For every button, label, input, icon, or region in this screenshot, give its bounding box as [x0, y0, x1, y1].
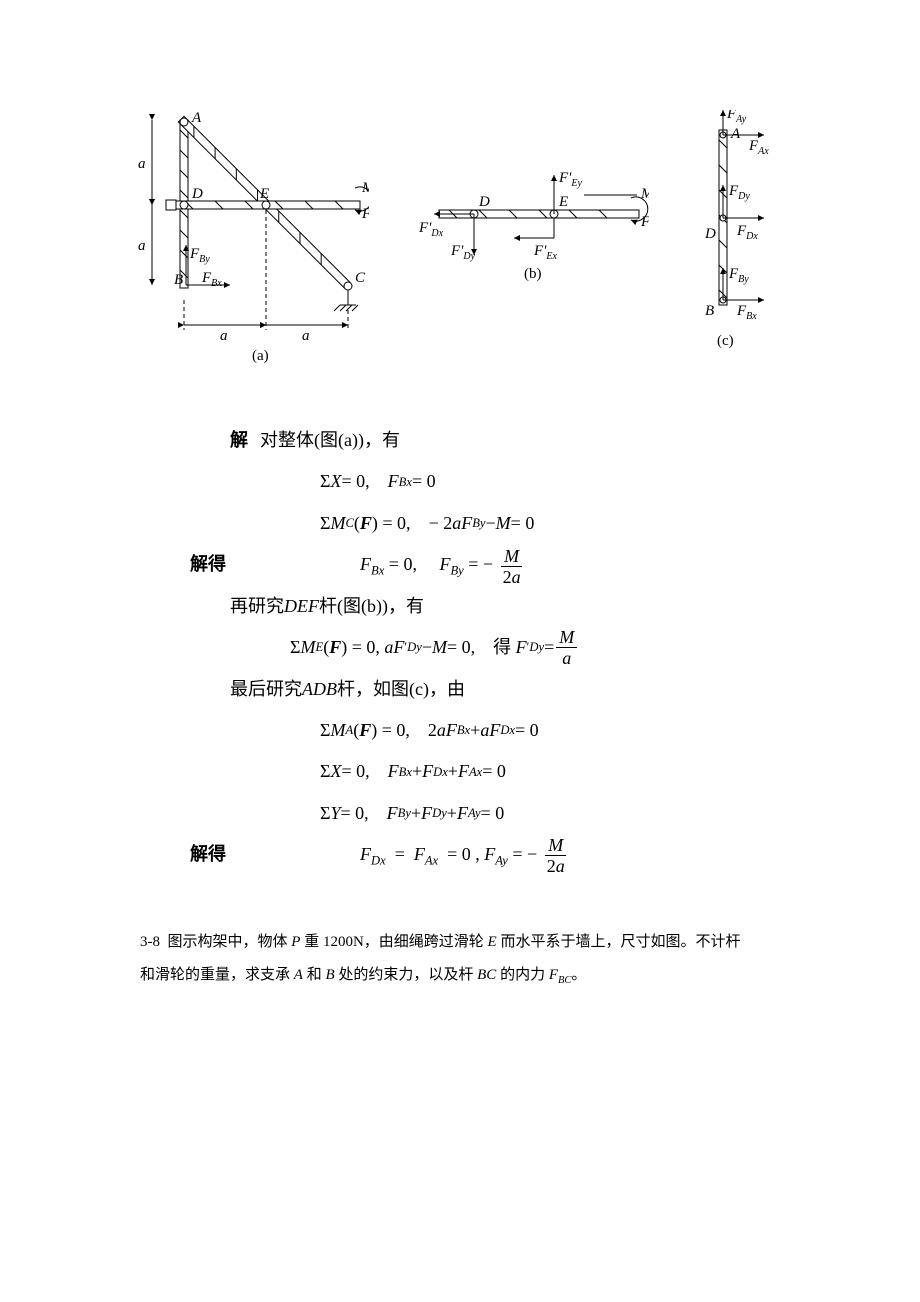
label-C: C [355, 270, 366, 286]
label-B: B [174, 272, 183, 288]
labelb-F: F [640, 214, 648, 230]
figure-b: D E F M F'Dx F'Dy F'Ey F'Ex (b) [409, 160, 648, 310]
solution-block: 解 对整体(图(a))，有 ΣX = 0,FBx = 0 ΣMC(F) = 0,… [130, 420, 790, 876]
force-FDx: FDx [736, 223, 758, 242]
figure-area: a a [130, 110, 790, 370]
label-E: E [259, 186, 269, 202]
force-FBxc: FBx [736, 303, 757, 322]
part3-text: 最后研究 ADB 杆，如图(c)，由 [190, 669, 790, 710]
label-jie: 解 [230, 420, 248, 461]
caption-a: (a) [252, 348, 269, 364]
labelc-A: A [730, 126, 741, 142]
eq-4: ΣMA(F) = 0,2aFBx + aFDx = 0 [190, 710, 790, 751]
dim-a-bot: a [138, 238, 146, 254]
dim-a-top: a [138, 156, 146, 172]
solve-final: 解得 FDx = FAx = 0 , FAy = − M2a [190, 834, 790, 876]
page: a a [0, 0, 920, 1052]
force-FBx: FBx [201, 270, 222, 289]
force-FBy: FBy [189, 246, 210, 265]
eq-2: ΣMC(F) = 0,− 2aFBy − M = 0 [190, 503, 790, 544]
force-FAx: FAx [748, 138, 769, 157]
eq-5: ΣX = 0,FBx + FDx + FAx = 0 [190, 751, 790, 792]
intro-text: 对整体(图(a))，有 [260, 420, 400, 461]
figure-a: a a [130, 110, 369, 370]
force-FDxp: F'Dx [418, 220, 444, 239]
label-F: F [361, 206, 369, 222]
dim-a-right: a [302, 328, 310, 344]
dim-a-left: a [220, 328, 228, 344]
part2-text: 再研究 DEF 杆(图(b))，有 [190, 586, 790, 627]
eq-1: ΣX = 0,FBx = 0 [190, 461, 790, 502]
eq-6: ΣY = 0,FBy + FDy + FAy = 0 [190, 793, 790, 834]
caption-c: (c) [717, 333, 734, 349]
eq-3: ΣME(F) = 0, aF′Dy − M = 0, 得 F′Dy = Ma [190, 627, 790, 668]
problem-3-8: 3-8 图示构架中，物体 P 重 1200N，由细绳跨过滑轮 E 而水平系于墙上… [130, 926, 790, 992]
labelb-M: M [640, 186, 648, 202]
caption-b: (b) [524, 266, 542, 282]
solution-intro: 解 对整体(图(a))，有 [190, 420, 790, 461]
force-FEyp: F'Ey [558, 170, 582, 189]
figure-c: A FAy FAx D FDy FDx B FBy FBx (c) [689, 110, 790, 370]
force-FAy: FAy [726, 110, 747, 125]
solve-1: 解得 FBx = 0, FBy = − M2a [190, 544, 790, 586]
force-FBy: FBy [728, 266, 749, 285]
labelb-E: E [558, 194, 568, 210]
force-FExp: F'Ex [533, 243, 557, 262]
force-FDy: FDy [728, 183, 750, 202]
label-D: D [191, 186, 203, 202]
force-FDyp: F'Dy [450, 243, 476, 262]
label-A: A [191, 110, 202, 126]
labelc-B: B [705, 303, 714, 319]
labelb-D: D [478, 194, 490, 210]
problem-num: 3-8 [140, 934, 160, 950]
labelc-D: D [704, 226, 716, 242]
